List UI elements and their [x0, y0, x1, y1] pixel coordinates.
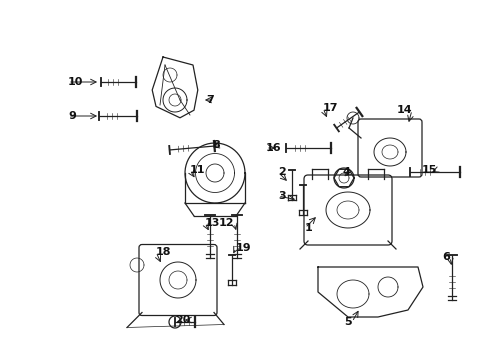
- Text: 10: 10: [68, 77, 83, 87]
- Text: 15: 15: [421, 165, 436, 175]
- Text: 7: 7: [206, 95, 214, 105]
- Text: 5: 5: [344, 317, 351, 327]
- Text: 9: 9: [68, 111, 76, 121]
- Text: 2: 2: [278, 167, 285, 177]
- Text: 18: 18: [156, 247, 171, 257]
- Text: 4: 4: [342, 167, 349, 177]
- Text: 19: 19: [236, 243, 251, 253]
- Text: 1: 1: [305, 223, 312, 233]
- Text: 17: 17: [323, 103, 338, 113]
- Text: 8: 8: [212, 140, 220, 150]
- Text: 14: 14: [396, 105, 411, 115]
- Text: 20: 20: [174, 315, 190, 325]
- Text: 11: 11: [190, 165, 205, 175]
- Text: 6: 6: [441, 252, 449, 262]
- Text: 3: 3: [278, 191, 285, 201]
- Text: 16: 16: [265, 143, 281, 153]
- Text: 13: 13: [204, 218, 220, 228]
- Text: 12: 12: [218, 218, 234, 228]
